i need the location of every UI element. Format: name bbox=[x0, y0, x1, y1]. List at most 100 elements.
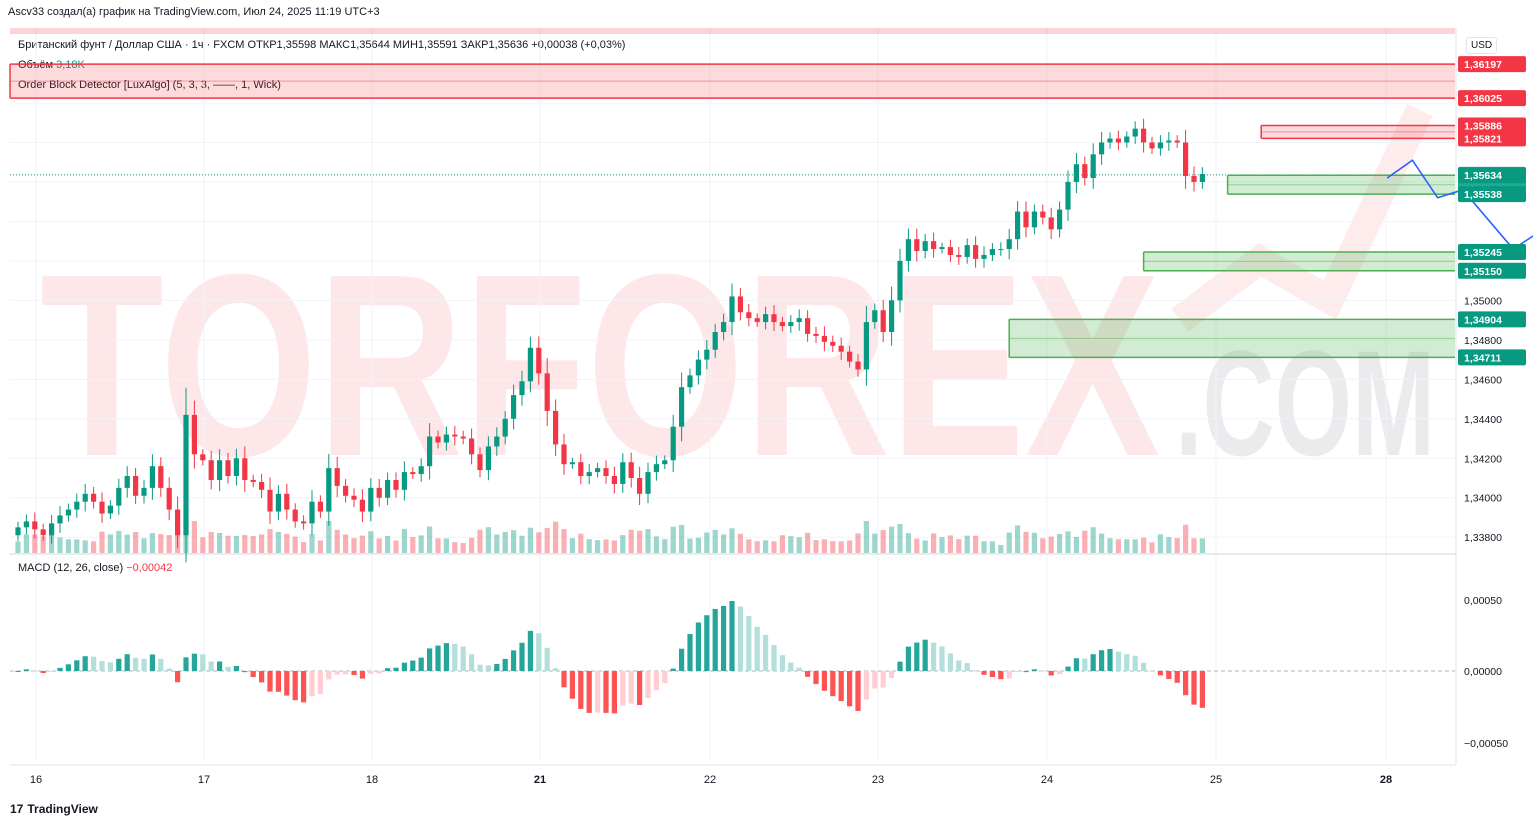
volume-bar bbox=[99, 531, 105, 553]
macd-bar bbox=[637, 671, 643, 706]
volume-bar bbox=[880, 530, 886, 553]
candle-body bbox=[578, 462, 584, 477]
macd-bar bbox=[99, 661, 105, 671]
candle-body bbox=[1015, 211, 1021, 240]
macd-bar bbox=[544, 647, 550, 671]
volume-bar bbox=[779, 535, 785, 553]
volume-bar bbox=[166, 535, 172, 553]
macd-bar bbox=[334, 671, 340, 675]
macd-bar bbox=[527, 630, 533, 671]
candle-body bbox=[401, 472, 407, 490]
currency-button[interactable]: USD bbox=[1466, 37, 1498, 54]
candle-body bbox=[267, 489, 273, 512]
candle-body bbox=[1191, 176, 1197, 182]
volume-bar bbox=[805, 532, 811, 553]
volume-bar bbox=[1132, 539, 1138, 553]
volume-bar bbox=[519, 535, 525, 553]
volume-bar bbox=[922, 540, 928, 553]
volume-bar bbox=[275, 531, 281, 553]
candle-body bbox=[1174, 140, 1180, 143]
volume-bar bbox=[23, 534, 29, 553]
macd-bar bbox=[107, 662, 113, 671]
macd-bar bbox=[401, 662, 407, 671]
volume-bar bbox=[116, 530, 122, 553]
price-tag bbox=[1458, 117, 1526, 134]
candle-body bbox=[124, 476, 130, 488]
volume-bar bbox=[385, 535, 391, 553]
volume-bar bbox=[351, 538, 357, 553]
candle-body bbox=[939, 247, 945, 250]
volume-bar bbox=[653, 536, 659, 553]
volume-bar bbox=[771, 541, 777, 553]
candle-body bbox=[183, 414, 189, 536]
price-tick-label: 1,34800 bbox=[1464, 335, 1502, 347]
macd-bar bbox=[695, 622, 701, 671]
indicator-legend[interactable]: Order Block Detector [LuxAlgo] (5, 3, 3,… bbox=[18, 79, 281, 91]
macd-bar bbox=[855, 671, 861, 711]
volume-bar bbox=[813, 540, 819, 553]
candle-body bbox=[443, 434, 449, 443]
macd-bar bbox=[1157, 671, 1163, 676]
macd-bar bbox=[763, 634, 769, 671]
volume-bar bbox=[74, 539, 80, 553]
volume-bar bbox=[418, 535, 424, 553]
price-tick-label: 1,34200 bbox=[1464, 453, 1502, 465]
candle-body bbox=[821, 335, 827, 342]
price-tags: 1,361971,360251,358861,358211,3563640:44… bbox=[1458, 56, 1526, 366]
volume-bar bbox=[301, 542, 307, 553]
macd-legend[interactable]: MACD (12, 26, close) −0,00042 bbox=[18, 562, 172, 574]
macd-bar bbox=[519, 642, 525, 671]
chart-author-line: Ascv33 создал(а) график на TradingView.c… bbox=[8, 6, 380, 18]
volume-bar bbox=[821, 539, 827, 553]
candle-body bbox=[23, 521, 29, 528]
candle-body bbox=[763, 314, 769, 323]
chart-legend: Британский фунт / Доллар США · 1ч · FXCM… bbox=[18, 35, 625, 95]
candle-body bbox=[1099, 142, 1105, 155]
macd-bar bbox=[393, 667, 399, 671]
volume-bar bbox=[670, 526, 676, 553]
macd-bar bbox=[267, 671, 273, 692]
volume-bar bbox=[477, 529, 483, 553]
volume-bar bbox=[729, 528, 735, 553]
macd-bar bbox=[1141, 662, 1147, 671]
macd-bar bbox=[889, 671, 895, 679]
macd-bar bbox=[1057, 671, 1063, 675]
volume-bar bbox=[242, 535, 248, 553]
volume-bar bbox=[1015, 525, 1021, 553]
volume-value: 3,18K bbox=[56, 59, 85, 71]
candle-body bbox=[485, 446, 491, 471]
candle-body bbox=[830, 341, 836, 346]
tradingview-footer[interactable]: 17 TradingView bbox=[10, 802, 98, 816]
macd-bar bbox=[821, 671, 827, 691]
candle-body bbox=[889, 300, 895, 332]
forecast-line bbox=[1386, 159, 1533, 251]
macd-bar bbox=[536, 633, 542, 671]
macd-bar bbox=[578, 671, 584, 709]
macd-bar bbox=[511, 650, 517, 671]
volume-bar bbox=[124, 534, 130, 553]
volume-bar bbox=[796, 537, 802, 553]
symbol-line[interactable]: Британский фунт / Доллар США · 1ч · FXCM… bbox=[18, 39, 626, 51]
volume-bar bbox=[737, 533, 743, 553]
candle-body bbox=[872, 310, 878, 323]
volume-bar bbox=[259, 534, 265, 553]
macd-bar bbox=[191, 653, 197, 671]
candle-body bbox=[914, 239, 920, 252]
macd-bar bbox=[1191, 671, 1197, 705]
macd-bar bbox=[922, 639, 928, 671]
volume-bar bbox=[939, 537, 945, 553]
candle-body bbox=[477, 454, 483, 471]
candle-body bbox=[82, 493, 88, 502]
volume-bar bbox=[208, 532, 214, 553]
time-tick-label: 18 bbox=[366, 774, 378, 786]
price-tag-label: 1,35245 bbox=[1464, 247, 1502, 259]
volume-bar bbox=[443, 538, 449, 553]
macd-bar bbox=[494, 663, 500, 671]
volume-bar bbox=[334, 529, 340, 553]
candle-body bbox=[1141, 128, 1147, 143]
candle-body bbox=[746, 312, 752, 319]
macd-bar bbox=[947, 653, 953, 671]
candle-body bbox=[410, 472, 416, 475]
candle-body bbox=[712, 331, 718, 350]
